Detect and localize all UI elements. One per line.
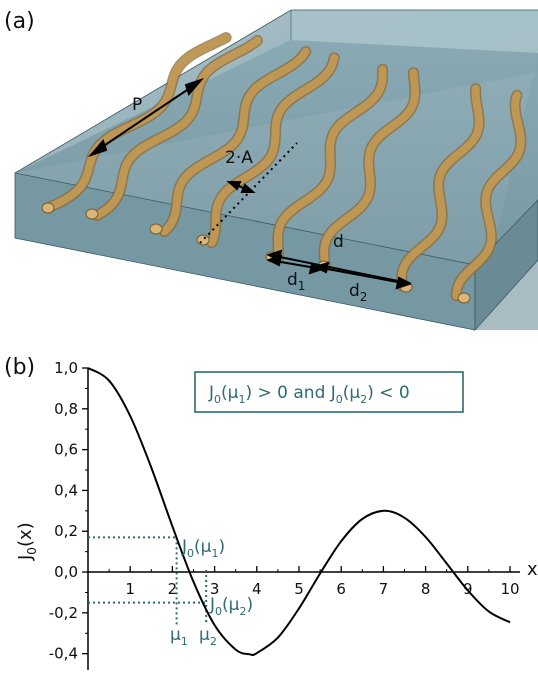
x-axis-label: x — [527, 559, 538, 580]
x-tick-label: 3 — [210, 580, 220, 598]
amplitude-label: 2·A — [225, 148, 253, 168]
chart-axes — [87, 368, 520, 670]
period-arrow — [87, 77, 205, 158]
j0-mu2-label: J0(μ2) — [209, 595, 253, 618]
x-tick-label: 1 — [125, 580, 135, 598]
fiber-block-illustration: (a) P 2·A d — [4, 9, 538, 332]
panel-b-label: (b) — [4, 355, 35, 380]
y-tick-label: 0,4 — [54, 481, 78, 499]
d2-label: d2 — [349, 281, 367, 304]
amplitude-arrow — [226, 181, 256, 193]
fiber — [397, 84, 484, 290]
mu2-label: μ2 — [199, 625, 217, 648]
y-tick-label: 1,0 — [54, 359, 78, 377]
y-tick-label: 0,0 — [54, 563, 78, 581]
fiber — [274, 65, 387, 263]
j0-curve — [87, 367, 511, 656]
fiber-group — [41, 32, 527, 304]
panel-a-label: (a) — [4, 9, 35, 34]
mu1-label: μ1 — [170, 625, 188, 648]
x-tick-label: 4 — [252, 580, 262, 598]
block-right-side — [474, 199, 538, 332]
x-tick-label: 8 — [421, 580, 431, 598]
chart-ticks: 1,00,80,60,40,20,0-0,2-0,41 2 3 4 5 6 7 8 9 10 — [49, 359, 520, 663]
fiber-end — [41, 202, 55, 214]
fiber-end — [149, 223, 163, 235]
period-label: P — [132, 95, 142, 115]
fiber-end — [457, 292, 471, 304]
fiber — [452, 91, 525, 300]
fiber — [160, 47, 310, 236]
d1-label: d1 — [287, 270, 305, 293]
fiber-end — [85, 208, 99, 220]
chart-guides — [88, 536, 208, 625]
spacing-d2-arrow — [313, 261, 412, 290]
spacing-d-label: d — [333, 232, 344, 252]
annotation-text: J0(μ1) > 0 and J0(μ2) < 0 — [208, 383, 410, 406]
y-tick-label: 0,6 — [54, 441, 78, 459]
y-tick-label: -0,4 — [49, 645, 78, 663]
x-tick-label: 10 — [500, 580, 519, 598]
x-tick-label: 2 — [168, 580, 178, 598]
x-tick-label: 7 — [379, 580, 389, 598]
fiber — [320, 68, 420, 271]
fiber — [207, 53, 339, 247]
y-tick-label: 0,2 — [54, 522, 78, 540]
y-tick-label: -0,2 — [49, 604, 78, 622]
y-axis-label: J0(x) — [15, 522, 39, 561]
block-back-face — [291, 10, 538, 53]
annotation-box — [194, 371, 464, 413]
j0-mu1-label: J0(μ1) — [181, 537, 225, 560]
x-tick-label: 6 — [336, 580, 346, 598]
fiber — [93, 36, 262, 220]
x-tick-label: 5 — [294, 580, 304, 598]
y-tick-label: 0,8 — [54, 400, 78, 418]
